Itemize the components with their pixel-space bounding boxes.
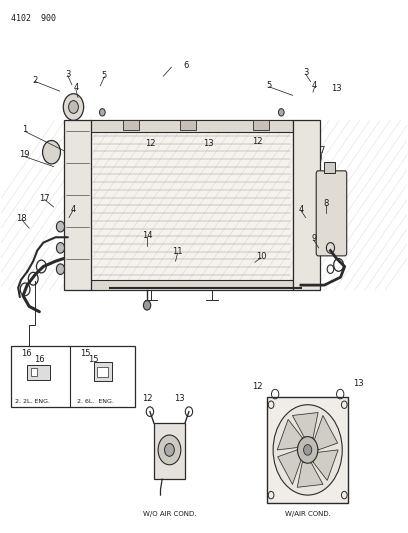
Polygon shape bbox=[313, 450, 338, 480]
Circle shape bbox=[273, 405, 342, 495]
Text: 13: 13 bbox=[353, 379, 364, 388]
Circle shape bbox=[304, 445, 312, 455]
Bar bbox=[31, 368, 37, 376]
Bar bbox=[11, 346, 135, 407]
Circle shape bbox=[69, 101, 78, 114]
Text: 5: 5 bbox=[102, 70, 107, 79]
FancyBboxPatch shape bbox=[316, 171, 347, 256]
Text: 13: 13 bbox=[174, 394, 185, 403]
Text: 4: 4 bbox=[73, 83, 79, 92]
Bar bbox=[94, 362, 111, 382]
Text: 3: 3 bbox=[65, 70, 71, 78]
Polygon shape bbox=[277, 419, 302, 450]
Text: W/AIR COND.: W/AIR COND. bbox=[285, 511, 330, 517]
Text: 14: 14 bbox=[142, 231, 152, 240]
Circle shape bbox=[164, 443, 174, 456]
Text: 1: 1 bbox=[22, 125, 28, 134]
Bar bbox=[293, 120, 320, 290]
Circle shape bbox=[144, 301, 151, 310]
Polygon shape bbox=[278, 450, 301, 484]
Bar bbox=[324, 162, 335, 173]
Text: 3: 3 bbox=[303, 68, 308, 77]
Text: 12: 12 bbox=[142, 394, 152, 403]
Polygon shape bbox=[297, 462, 323, 487]
Text: 7: 7 bbox=[319, 146, 325, 155]
Text: 8: 8 bbox=[323, 199, 329, 208]
Bar bbox=[154, 423, 185, 479]
Text: 10: 10 bbox=[256, 253, 266, 261]
Circle shape bbox=[158, 435, 181, 465]
Text: 4: 4 bbox=[312, 81, 317, 90]
Circle shape bbox=[56, 264, 64, 274]
Bar bbox=[123, 120, 139, 130]
Text: 16: 16 bbox=[21, 349, 31, 358]
Text: 2. 6L.  ENG.: 2. 6L. ENG. bbox=[78, 399, 114, 404]
Bar bbox=[90, 120, 293, 132]
Text: 11: 11 bbox=[172, 247, 183, 256]
Text: 18: 18 bbox=[17, 214, 27, 223]
Text: 19: 19 bbox=[19, 150, 29, 159]
Text: 17: 17 bbox=[39, 194, 50, 203]
Bar bbox=[90, 120, 293, 290]
Text: 5: 5 bbox=[266, 81, 272, 90]
Bar bbox=[180, 120, 196, 130]
Circle shape bbox=[56, 221, 64, 232]
Text: 4102  900: 4102 900 bbox=[11, 14, 56, 23]
Text: 12: 12 bbox=[252, 382, 262, 391]
Bar bbox=[27, 365, 49, 380]
Bar bbox=[64, 120, 91, 290]
Circle shape bbox=[297, 437, 318, 463]
Text: 2: 2 bbox=[33, 76, 38, 85]
Polygon shape bbox=[315, 415, 338, 450]
Circle shape bbox=[56, 243, 64, 253]
Text: 16: 16 bbox=[34, 355, 44, 364]
Text: 15: 15 bbox=[88, 355, 99, 364]
Text: 2. 2L. ENG.: 2. 2L. ENG. bbox=[15, 399, 50, 404]
Text: 13: 13 bbox=[203, 139, 213, 148]
Text: 12: 12 bbox=[145, 139, 155, 148]
Bar bbox=[90, 280, 293, 290]
Polygon shape bbox=[293, 413, 318, 438]
Circle shape bbox=[63, 94, 84, 120]
Circle shape bbox=[42, 141, 60, 164]
Text: 4: 4 bbox=[71, 205, 76, 214]
Text: 6: 6 bbox=[183, 61, 188, 70]
Bar bbox=[253, 120, 269, 130]
Circle shape bbox=[100, 109, 105, 116]
Text: 9: 9 bbox=[311, 235, 317, 244]
Text: 12: 12 bbox=[252, 137, 262, 146]
Text: 13: 13 bbox=[331, 84, 341, 93]
Bar bbox=[98, 367, 108, 377]
Text: 4: 4 bbox=[298, 205, 304, 214]
Bar bbox=[267, 397, 348, 503]
Circle shape bbox=[278, 109, 284, 116]
Text: W/O AIR COND.: W/O AIR COND. bbox=[143, 511, 196, 517]
Text: 15: 15 bbox=[80, 349, 91, 358]
